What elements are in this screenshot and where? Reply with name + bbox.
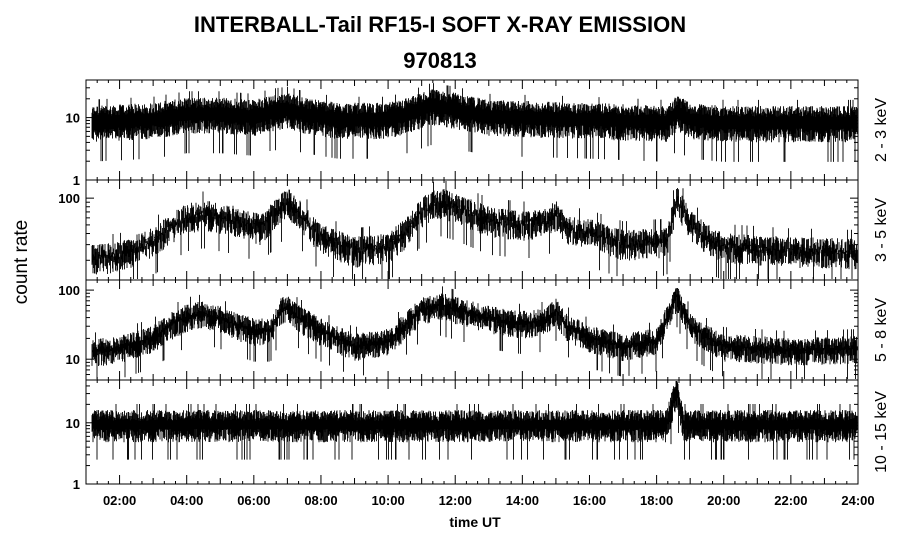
band-label: 2 - 3 keV [873,98,890,162]
series-line [91,83,858,162]
panel-2: 100 3 - 5 keV [58,179,890,281]
series-line [91,181,858,279]
panel-3: 10 100 5 - 8 keV [58,279,890,381]
y-tick-label: 100 [58,191,80,206]
y-tick-label: 10 [66,416,80,431]
band-label: 5 - 8 keV [873,298,890,362]
x-tick-label: 24:00 [841,493,874,508]
series-line [91,381,858,460]
x-tick-label: 04:00 [170,493,203,508]
series-line [91,286,858,379]
y-tick-label: 1 [73,477,80,492]
panel-1: 1 10 2 - 3 keV [66,79,890,188]
y-tick-label: 1 [73,173,80,188]
x-axis-label: time UT [449,514,501,530]
x-tick-label: 02:00 [103,493,136,508]
x-tick-label: 20:00 [707,493,740,508]
band-label: 10 - 15 keV [873,391,890,473]
x-tick-label: 14:00 [506,493,539,508]
chart-subtitle: 970813 [403,48,477,73]
x-tick-label: 22:00 [774,493,807,508]
x-tick-label: 08:00 [304,493,337,508]
y-tick-label: 100 [58,283,80,298]
x-tick-label: 18:00 [640,493,673,508]
band-label: 3 - 5 keV [873,198,890,262]
x-tick-label: 16:00 [573,493,606,508]
panel-frame [85,279,859,381]
panel-4: 1 10 10 - 15 keV [66,379,890,492]
x-tick-label: 12:00 [439,493,472,508]
y-tick-label: 10 [66,111,80,126]
x-tick-label: 10:00 [371,493,404,508]
chart-title: INTERBALL-Tail RF15-I SOFT X-RAY EMISSIO… [193,12,687,37]
y-tick-label: 10 [66,352,80,367]
x-tick-label: 06:00 [237,493,270,508]
